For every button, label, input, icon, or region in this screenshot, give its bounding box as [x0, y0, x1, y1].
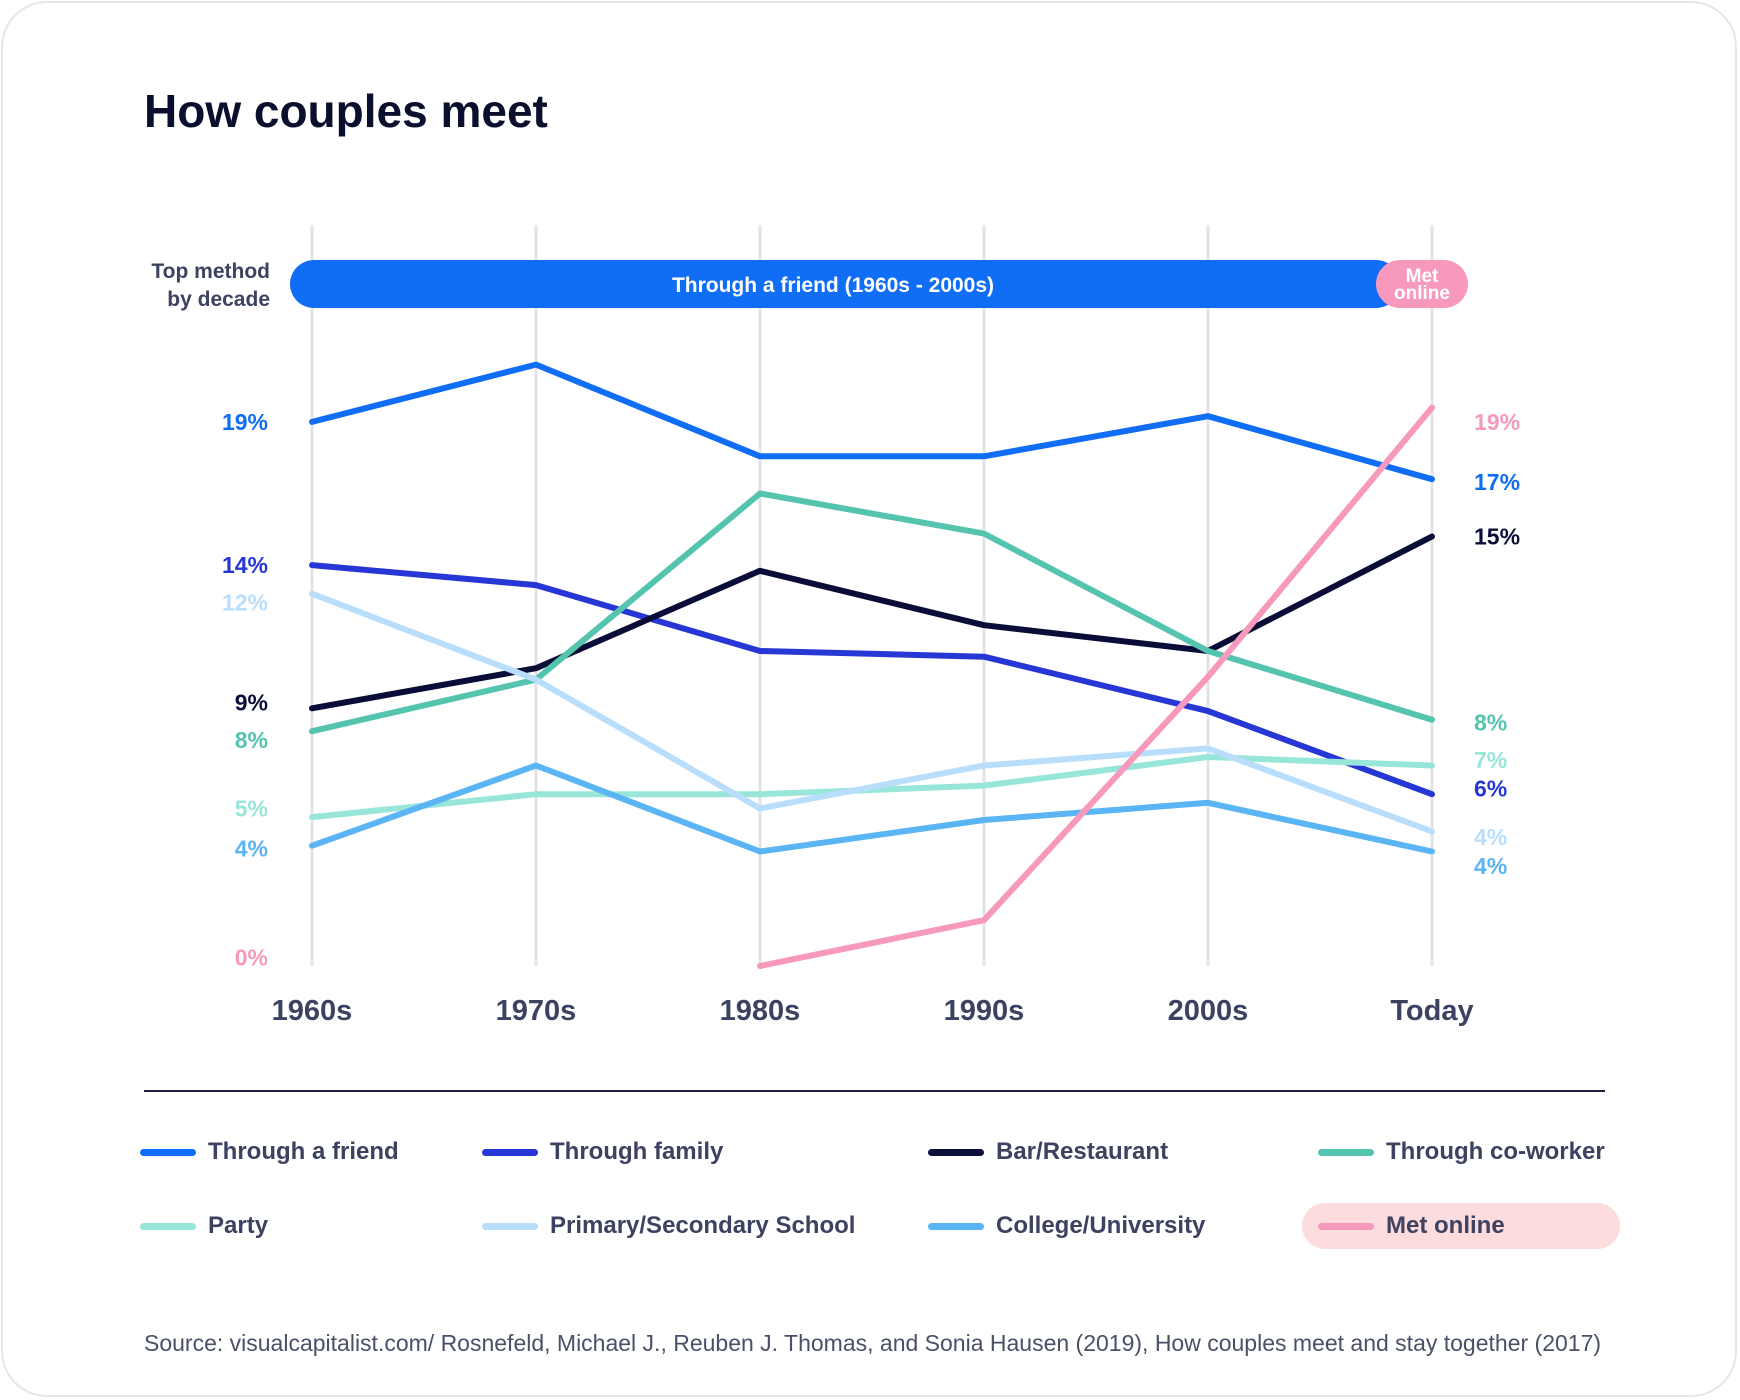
x-tick-label: 1960s: [272, 995, 353, 1027]
left-value-label: 19%: [222, 409, 268, 435]
series-line-through-co-worker: [309, 490, 1435, 735]
x-tick-label: 1980s: [720, 995, 801, 1027]
legend-label: Party: [208, 1212, 269, 1239]
left-value-label: 9%: [235, 690, 268, 716]
legend-item: Through family: [482, 1132, 723, 1172]
left-value-label: 12%: [222, 589, 268, 615]
right-value-label: 15%: [1474, 523, 1520, 549]
right-value-label: 17%: [1474, 469, 1520, 495]
right-value-label: 4%: [1474, 824, 1507, 850]
legend-divider: [144, 1090, 1605, 1092]
legend-swatch: [140, 1222, 196, 1230]
top-method-label: by decade: [167, 288, 270, 311]
series-line-bar-restaurant: [309, 533, 1435, 712]
legend-item: Met online: [1318, 1206, 1505, 1246]
x-tick-label: Today: [1390, 995, 1473, 1027]
legend-swatch: [140, 1148, 196, 1156]
legend-label: Through co-worker: [1386, 1138, 1605, 1165]
source-note: Source: visualcapitalist.com/ Rosnefeld,…: [144, 1330, 1602, 1356]
chart-title: How couples meet: [144, 85, 548, 137]
right-value-label: 4%: [1474, 853, 1507, 879]
x-tick-label: 2000s: [1168, 995, 1249, 1027]
right-value-label: 6%: [1474, 775, 1507, 801]
legend-item: Bar/Restaurant: [928, 1132, 1168, 1172]
legend-swatch: [1318, 1222, 1374, 1230]
legend-item: College/University: [928, 1206, 1205, 1246]
online-period-bar: [1376, 260, 1468, 308]
series-line-through-a-friend: [309, 361, 1435, 483]
legend-swatch: [482, 1148, 538, 1156]
left-value-label: 0%: [235, 944, 268, 970]
legend-item: Through a friend: [140, 1132, 399, 1172]
right-value-label: 7%: [1474, 747, 1507, 773]
top-method-label: Top method: [151, 260, 270, 283]
x-tick-label: 1970s: [496, 995, 577, 1027]
left-value-label: 8%: [235, 727, 268, 753]
x-tick-label: 1990s: [944, 995, 1025, 1027]
series-line-primary-secondary-school: [309, 590, 1435, 835]
friend-period-label: Through a friend (1960s - 2000s): [672, 274, 994, 297]
left-value-label: 5%: [235, 796, 268, 822]
legend-item: Through co-worker: [1318, 1132, 1605, 1172]
legend-swatch: [482, 1222, 538, 1230]
left-value-label: 4%: [235, 836, 268, 862]
legend-label: Through family: [550, 1138, 724, 1165]
right-value-label: 8%: [1474, 710, 1507, 736]
series-line-met-online: [757, 404, 1435, 969]
legend-label: Through a friend: [208, 1138, 399, 1165]
legend-label: Bar/Restaurant: [996, 1138, 1169, 1165]
friend-period-bar: [290, 260, 1400, 308]
line-chart: Through a friend (1960s - 2000s) Metonlin…: [151, 225, 1520, 1027]
legend-label: College/University: [996, 1212, 1206, 1239]
legend-swatch: [928, 1222, 984, 1230]
legend-swatch: [1318, 1148, 1374, 1156]
online-period-label: online: [1394, 283, 1450, 304]
series-line-college-university: [309, 762, 1435, 855]
online-period-label: Met: [1406, 266, 1439, 287]
series-line-through-family: [309, 562, 1435, 798]
legend-label: Primary/Secondary School: [550, 1212, 856, 1239]
right-value-label: 19%: [1474, 409, 1520, 435]
legend-label: Met online: [1386, 1212, 1505, 1239]
legend-item: Primary/Secondary School: [482, 1206, 855, 1246]
left-value-label: 14%: [222, 552, 268, 578]
legend-item: Party: [140, 1206, 268, 1246]
legend-swatch: [928, 1148, 984, 1156]
